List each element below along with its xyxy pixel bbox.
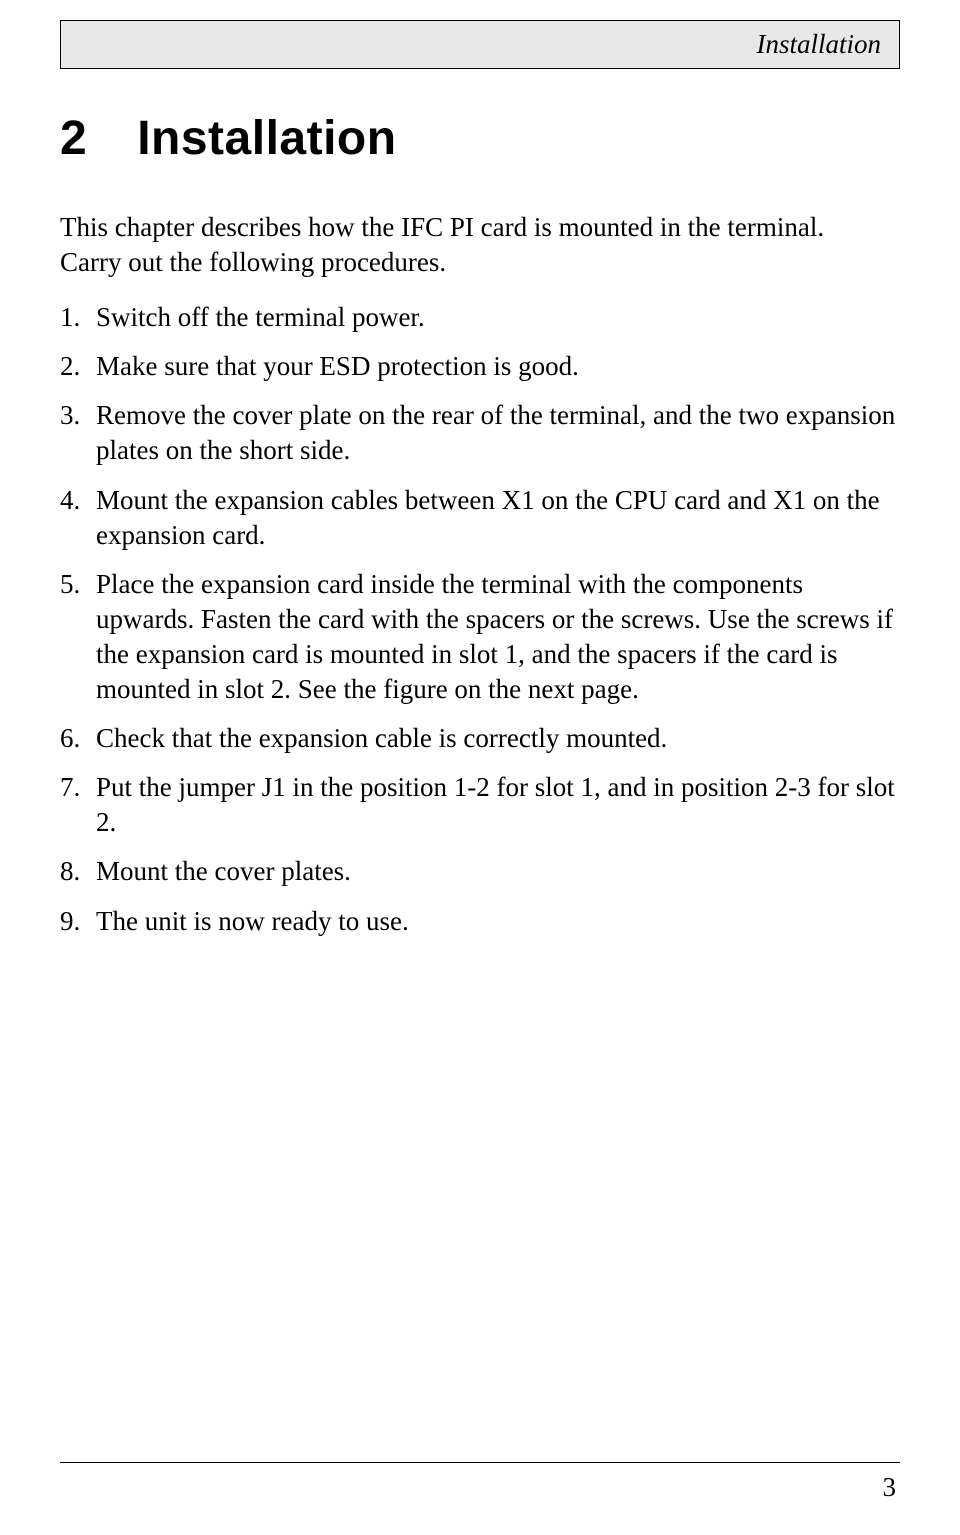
step-number: 5. [60, 567, 96, 707]
step-number: 3. [60, 398, 96, 468]
list-item: 7. Put the jumper J1 in the position 1-2… [60, 770, 900, 840]
steps-list: 1. Switch off the terminal power. 2. Mak… [60, 300, 900, 938]
step-number: 2. [60, 349, 96, 384]
footer-rule [60, 1462, 900, 1463]
list-item: 1. Switch off the terminal power. [60, 300, 900, 335]
page: Installation 2 Installation This chapter … [0, 20, 960, 1535]
step-number: 9. [60, 904, 96, 939]
step-number: 4. [60, 483, 96, 553]
list-item: 4. Mount the expansion cables between X1… [60, 483, 900, 553]
chapter-title: Installation [137, 112, 396, 165]
step-text: Check that the expansion cable is correc… [96, 721, 900, 756]
step-text: Mount the expansion cables between X1 on… [96, 483, 900, 553]
step-text: The unit is now ready to use. [96, 904, 900, 939]
step-number: 6. [60, 721, 96, 756]
page-number: 3 [883, 1472, 897, 1503]
step-text: Switch off the terminal power. [96, 300, 900, 335]
step-text: Make sure that your ESD protection is go… [96, 349, 900, 384]
list-item: 2. Make sure that your ESD protection is… [60, 349, 900, 384]
step-text: Put the jumper J1 in the position 1-2 fo… [96, 770, 900, 840]
chapter-heading: 2 Installation [60, 111, 900, 166]
step-text: Place the expansion card inside the term… [96, 567, 900, 707]
header-bar: Installation [60, 20, 900, 69]
list-item: 5. Place the expansion card inside the t… [60, 567, 900, 707]
step-number: 1. [60, 300, 96, 335]
chapter-number: 2 [60, 111, 87, 166]
step-text: Remove the cover plate on the rear of th… [96, 398, 900, 468]
step-number: 8. [60, 854, 96, 889]
step-number: 7. [60, 770, 96, 840]
intro-line-2: Carry out the following procedures. [60, 245, 900, 280]
header-section-label: Installation [756, 29, 881, 59]
list-item: 8. Mount the cover plates. [60, 854, 900, 889]
intro-paragraph: This chapter describes how the IFC PI ca… [60, 210, 900, 280]
step-text: Mount the cover plates. [96, 854, 900, 889]
list-item: 3. Remove the cover plate on the rear of… [60, 398, 900, 468]
list-item: 9. The unit is now ready to use. [60, 904, 900, 939]
list-item: 6. Check that the expansion cable is cor… [60, 721, 900, 756]
intro-line-1: This chapter describes how the IFC PI ca… [60, 210, 900, 245]
